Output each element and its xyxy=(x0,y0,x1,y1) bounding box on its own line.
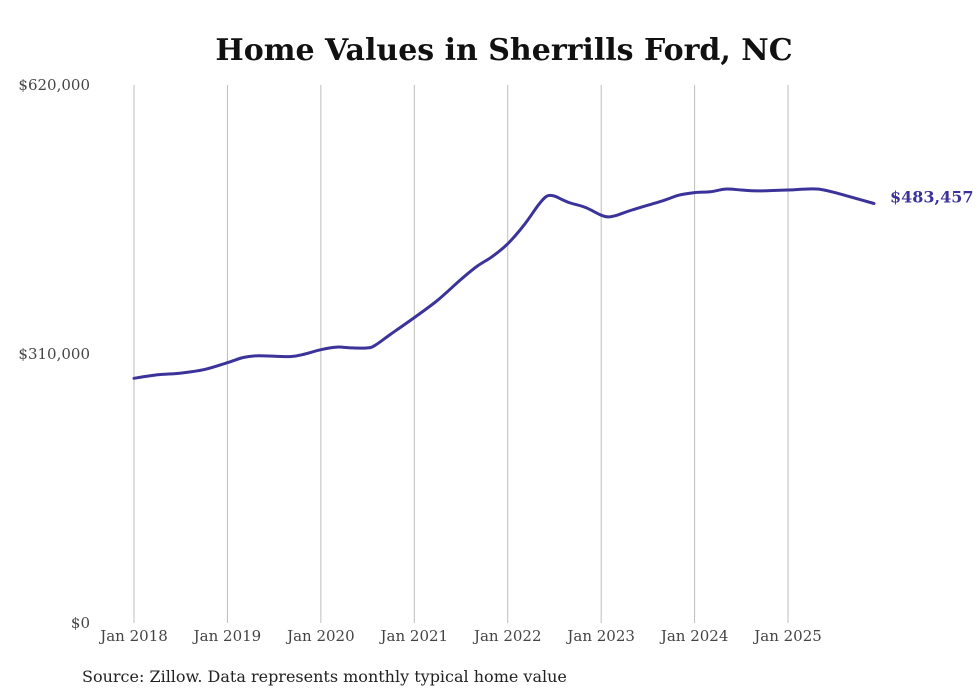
x-tick-label: Jan 2022 xyxy=(472,627,542,645)
y-axis-ticks: $0 $310,000 $620,000 xyxy=(18,76,90,632)
gridlines xyxy=(133,85,789,623)
x-tick-label: Jan 2025 xyxy=(752,627,822,645)
x-tick-label: Jan 2018 xyxy=(98,627,168,645)
x-tick-label: Jan 2024 xyxy=(659,627,729,645)
series-line-home-value xyxy=(132,187,876,380)
y-tick-label: $620,000 xyxy=(18,76,90,94)
x-axis-ticks: Jan 2018 Jan 2019 Jan 2020 Jan 2021 Jan 2022… xyxy=(98,627,822,645)
x-tick-label: Jan 2023 xyxy=(565,627,635,645)
y-tick-label: $0 xyxy=(71,614,90,632)
source-note: Source: Zillow. Data represents monthly … xyxy=(82,667,567,686)
x-tick-label: Jan 2021 xyxy=(379,627,449,645)
chart-title: Home Values in Sherrills Ford, NC xyxy=(215,33,792,68)
x-tick-label: Jan 2019 xyxy=(192,627,262,645)
y-tick-label: $310,000 xyxy=(18,345,90,363)
end-value-label: $483,457 xyxy=(890,187,974,206)
x-tick-label: Jan 2020 xyxy=(285,627,355,645)
